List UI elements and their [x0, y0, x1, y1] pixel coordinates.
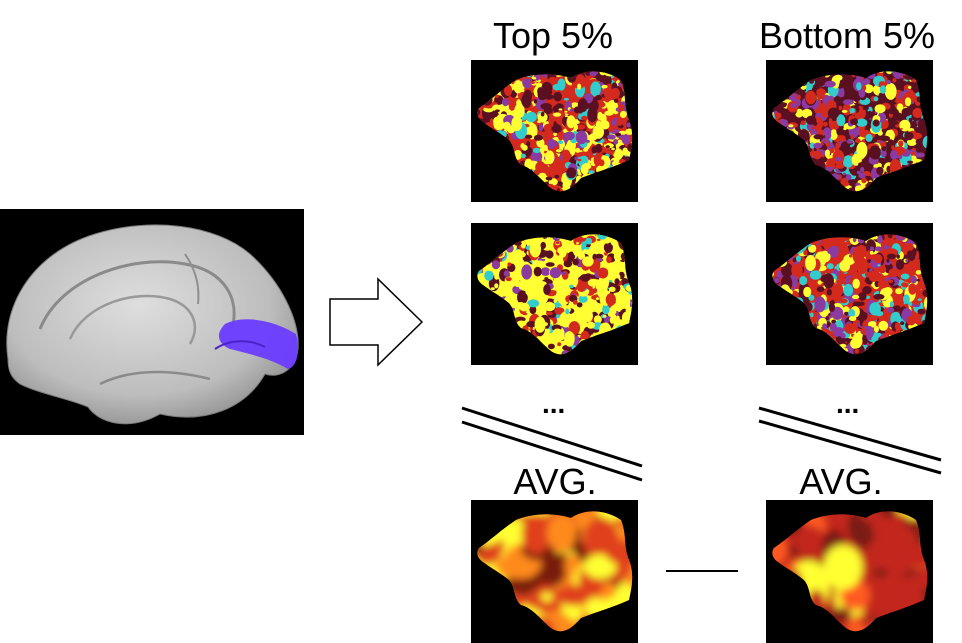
top-map-1 — [471, 60, 638, 202]
right-arrow-icon — [329, 277, 424, 367]
break-lines-top — [461, 406, 643, 482]
ellipsis-bottom: ... — [836, 388, 860, 419]
avg-label-top: AVG. — [513, 461, 597, 502]
bottom-avg-map — [766, 500, 933, 643]
bottom-map-2 — [766, 223, 933, 365]
avg-label-bottom: AVG. — [799, 461, 883, 502]
top-avg-map — [471, 500, 638, 643]
column-header-bottom: Bottom 5% — [758, 15, 936, 56]
bottom-map-1 — [766, 60, 933, 202]
brain-surface-image — [0, 209, 304, 435]
ellipsis-top: ... — [542, 388, 566, 419]
minus-sign — [666, 570, 738, 572]
column-header-top: Top 5% — [492, 15, 614, 56]
top-map-2 — [471, 223, 638, 365]
break-lines-bottom — [758, 406, 942, 475]
